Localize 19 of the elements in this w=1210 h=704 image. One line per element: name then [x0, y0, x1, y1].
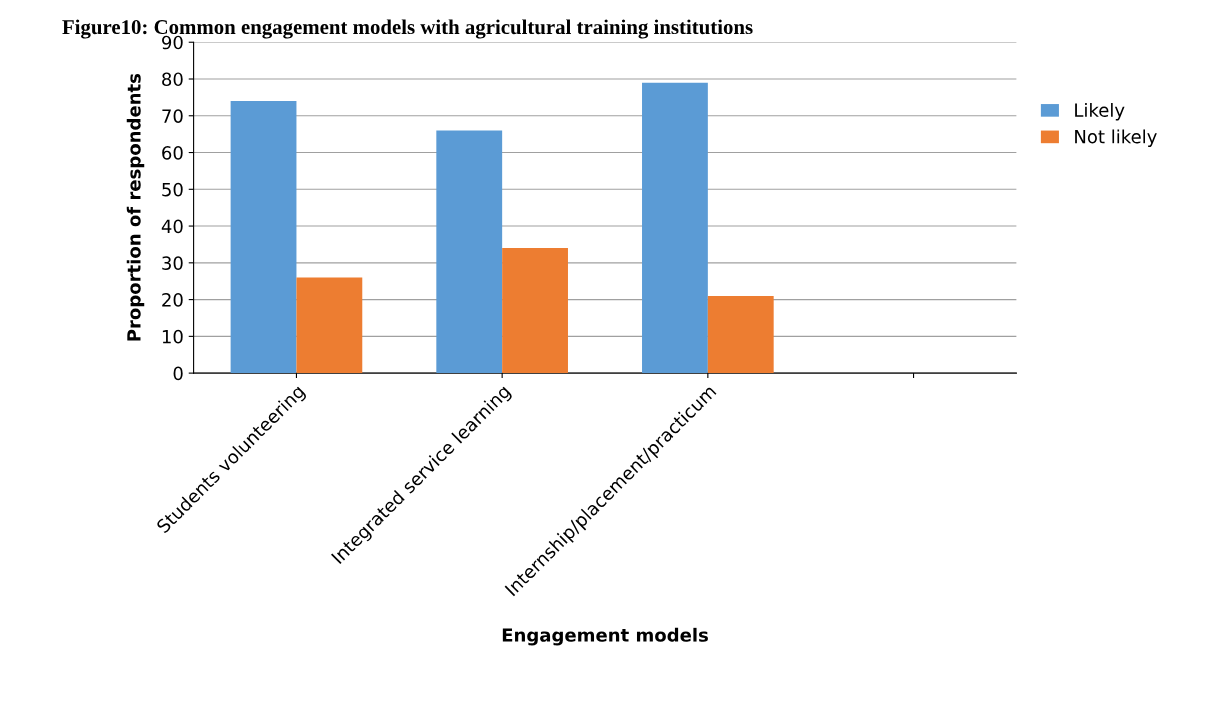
bar	[707, 295, 774, 374]
y-tick-label: 70	[162, 109, 183, 123]
bar	[502, 248, 568, 374]
bar	[436, 130, 503, 374]
y-tick-label: 60	[162, 145, 183, 160]
y-tick-label: 10	[162, 329, 183, 344]
y-tick-label: 30	[162, 256, 183, 270]
y-tick-label: 20	[162, 293, 183, 307]
y-axis-title: Proportion of respondents	[126, 73, 145, 341]
y-tick-label: 50	[162, 182, 183, 197]
x-axis-title: Engagement models	[502, 627, 708, 646]
y-tick-label: 0	[173, 366, 183, 381]
y-tick-label: 40	[161, 219, 183, 234]
bar	[230, 101, 297, 374]
y-tick-label: 80	[162, 72, 183, 87]
bar	[642, 82, 708, 374]
legend-label: Likely	[1075, 102, 1125, 121]
legend-label: Not likely	[1075, 129, 1157, 147]
bar	[296, 277, 363, 374]
